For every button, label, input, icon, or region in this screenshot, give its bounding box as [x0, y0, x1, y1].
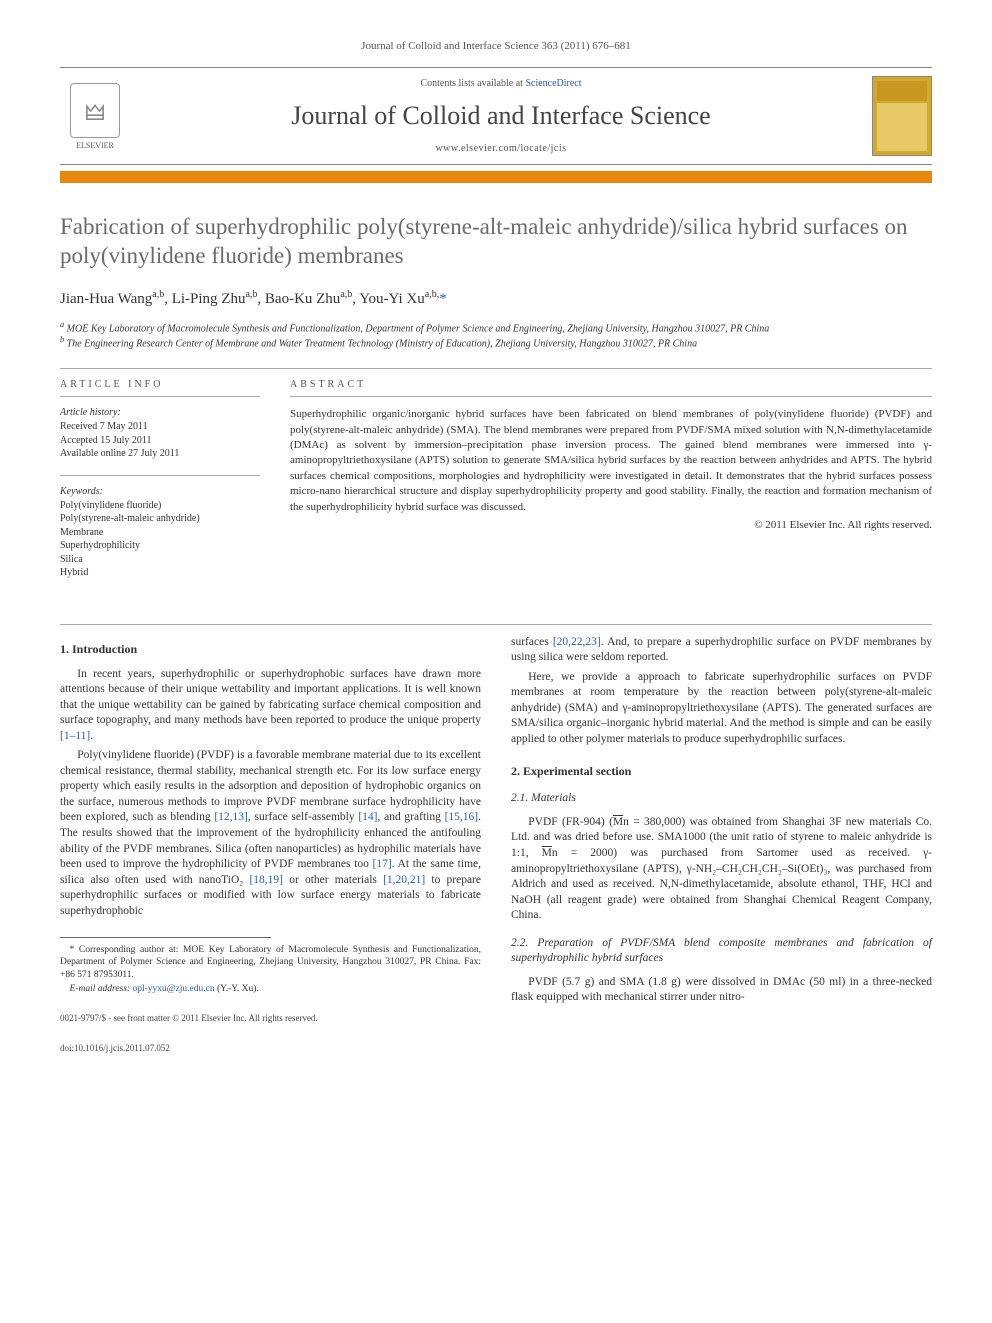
- ref-link[interactable]: [1,20,21]: [383, 874, 425, 886]
- materials-p1: PVDF (FR-904) (Mn = 380,000) was obtaine…: [511, 815, 932, 924]
- elsevier-logo: 🜲 ELSEVIER: [60, 76, 130, 156]
- journal-header: 🜲 ELSEVIER Contents lists available at S…: [60, 67, 932, 165]
- intro-p4: Here, we provide a approach to fabricate…: [511, 670, 932, 748]
- ref-link[interactable]: [1–11]: [60, 730, 90, 742]
- journal-cover-thumbnail: [872, 76, 932, 156]
- article-info-heading: ARTICLE INFO: [60, 379, 260, 397]
- body-columns: 1. Introduction In recent years, superhy…: [60, 635, 932, 1055]
- divider: [60, 624, 932, 625]
- ref-link[interactable]: [17]: [372, 858, 391, 870]
- ref-link[interactable]: [20,22,23]: [553, 636, 601, 648]
- ref-link[interactable]: [15,16]: [445, 811, 479, 823]
- intro-p1: In recent years, superhydrophilic or sup…: [60, 667, 481, 745]
- journal-reference: Journal of Colloid and Interface Science…: [60, 40, 932, 52]
- keywords-label: Keywords:: [60, 486, 260, 497]
- corresponding-footnote: * Corresponding author at: MOE Key Labor…: [60, 944, 481, 981]
- affiliations: a MOE Key Laboratory of Macromolecule Sy…: [60, 320, 932, 351]
- divider: [60, 368, 932, 369]
- contents-available: Contents lists available at ScienceDirec…: [130, 78, 872, 89]
- contents-prefix: Contents lists available at: [420, 78, 525, 89]
- affiliation-b: The Engineering Research Center of Membr…: [67, 338, 697, 349]
- keywords-text: Poly(vinylidene fluoride) Poly(styrene-a…: [60, 499, 260, 580]
- corresponding-author-link[interactable]: *: [439, 291, 447, 307]
- footer-doi: doi:10.1016/j.jcis.2011.07.052: [60, 1043, 481, 1055]
- journal-title: Journal of Colloid and Interface Science: [130, 101, 872, 131]
- history-label: Article history:: [60, 407, 260, 418]
- sciencedirect-link[interactable]: ScienceDirect: [525, 78, 581, 89]
- ref-link[interactable]: [12,13]: [214, 811, 248, 823]
- footnote-separator: [60, 937, 271, 938]
- history-text: Received 7 May 2011 Accepted 15 July 201…: [60, 420, 260, 461]
- left-column: 1. Introduction In recent years, superhy…: [60, 635, 481, 1055]
- ref-link[interactable]: [18,19]: [249, 874, 283, 886]
- article-info-block: ARTICLE INFO Article history: Received 7…: [60, 379, 260, 594]
- email-link[interactable]: opl-yyxu@zju.edu.cn: [132, 984, 214, 994]
- authors-list: Jian-Hua Wanga,b, Li-Ping Zhua,b, Bao-Ku…: [60, 289, 932, 308]
- affiliation-a: MOE Key Laboratory of Macromolecule Synt…: [67, 323, 770, 334]
- section-1-heading: 1. Introduction: [60, 641, 481, 657]
- footnotes: * Corresponding author at: MOE Key Labor…: [60, 944, 481, 995]
- email-footnote: E-mail address: opl-yyxu@zju.edu.cn (Y.-…: [60, 983, 481, 995]
- abstract-text: Superhydrophilic organic/inorganic hybri…: [290, 407, 932, 515]
- divider: [60, 475, 260, 476]
- accent-bar: [60, 171, 932, 183]
- abstract-heading: ABSTRACT: [290, 379, 932, 397]
- article-title: Fabrication of superhydrophilic poly(sty…: [60, 213, 932, 271]
- intro-p2: Poly(vinylidene fluoride) (PVDF) is a fa…: [60, 748, 481, 919]
- intro-p3: surfaces [20,22,23]. And, to prepare a s…: [511, 635, 932, 666]
- section-2-1-heading: 2.1. Materials: [511, 791, 932, 807]
- abstract-block: ABSTRACT Superhydrophilic organic/inorga…: [290, 379, 932, 594]
- section-2-heading: 2. Experimental section: [511, 763, 932, 779]
- prep-p1: PVDF (5.7 g) and SMA (1.8 g) were dissol…: [511, 975, 932, 1006]
- ref-link[interactable]: [14]: [358, 811, 377, 823]
- footer-issn: 0021-9797/$ - see front matter © 2011 El…: [60, 1013, 481, 1025]
- publisher-name: ELSEVIER: [76, 141, 114, 150]
- right-column: surfaces [20,22,23]. And, to prepare a s…: [511, 635, 932, 1055]
- abstract-copyright: © 2011 Elsevier Inc. All rights reserved…: [290, 519, 932, 531]
- elsevier-tree-icon: 🜲: [70, 83, 120, 138]
- section-2-2-heading: 2.2. Preparation of PVDF/SMA blend compo…: [511, 936, 932, 967]
- journal-homepage: www.elsevier.com/locate/jcis: [130, 143, 872, 154]
